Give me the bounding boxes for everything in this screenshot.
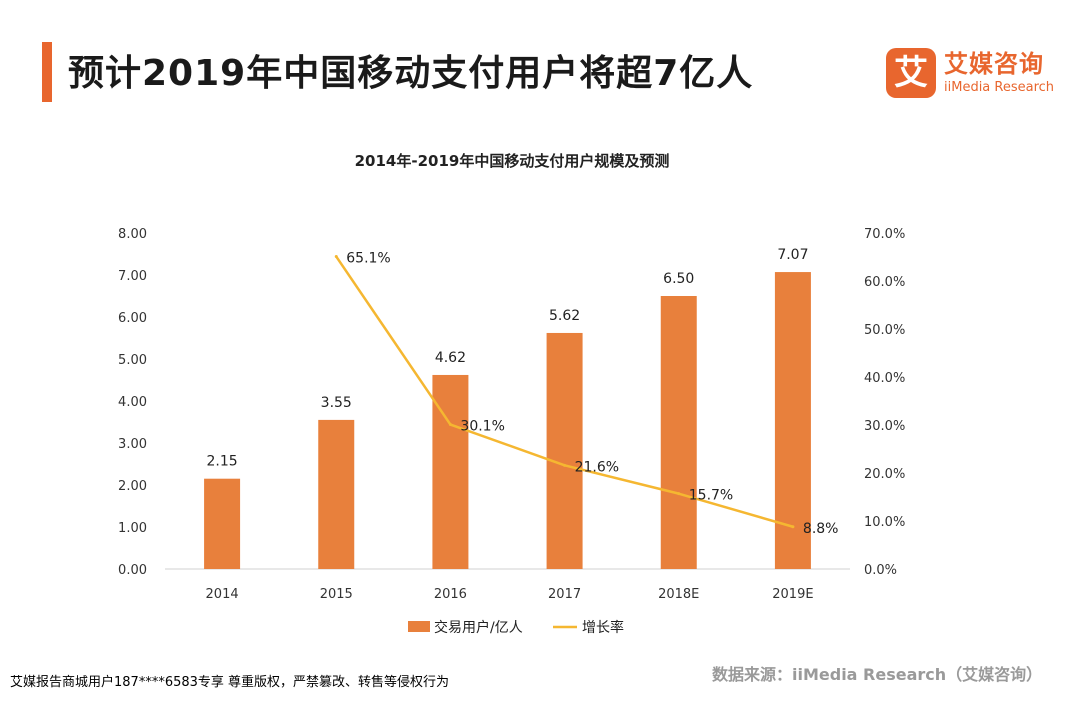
bar-value-label: 6.50 <box>663 271 694 287</box>
bar-value-label: 3.55 <box>321 395 352 411</box>
right-tick-label: 30.0% <box>864 419 905 434</box>
right-tick-label: 40.0% <box>864 371 905 386</box>
growth-rate-point <box>791 525 795 529</box>
right-tick-label: 60.0% <box>864 275 905 290</box>
logo-name-cn: 艾媒咨询 <box>944 50 1044 78</box>
logo-name-en: iiMedia Research <box>944 80 1055 95</box>
chart-legend: 交易用户/亿人 增长率 <box>408 619 624 636</box>
bar-value-label: 7.07 <box>777 247 808 263</box>
legend-bar-label: 交易用户/亿人 <box>434 619 523 636</box>
x-tick-label: 2019E <box>772 587 813 602</box>
x-tick-label: 2014 <box>206 587 239 602</box>
title-accent-bar <box>42 42 52 102</box>
x-tick-label: 2015 <box>320 587 353 602</box>
left-tick-label: 8.00 <box>118 227 147 242</box>
left-axis-ticks: 0.00 1.00 2.00 3.00 4.00 5.00 6.00 7.00 8.00 <box>118 227 147 578</box>
bar <box>318 419 355 569</box>
line-series <box>334 255 795 529</box>
page-title: 预计2019年中国移动支付用户将超7亿人 <box>68 53 754 94</box>
x-tick-label: 2017 <box>548 587 581 602</box>
line-data-labels: 65.1% 30.1% 21.6% 15.7% 8.8% <box>346 251 838 537</box>
growth-rate-point <box>677 492 681 496</box>
bar-data-labels: 2.15 3.55 4.62 5.62 6.50 7.07 <box>206 247 808 470</box>
left-tick-label: 5.00 <box>118 353 147 368</box>
right-tick-label: 50.0% <box>864 323 905 338</box>
bar <box>660 296 697 569</box>
left-tick-label: 0.00 <box>118 563 147 578</box>
footer-data-source: 数据来源：iiMedia Research（艾媒咨询） <box>712 665 1043 684</box>
right-tick-label: 20.0% <box>864 467 905 482</box>
bar-value-label: 5.62 <box>549 308 580 324</box>
brand-logo: 艾 艾媒咨询 iiMedia Research <box>886 48 1066 100</box>
right-tick-label: 0.0% <box>864 563 897 578</box>
bar <box>546 332 583 569</box>
bar-value-label: 2.15 <box>206 454 237 470</box>
x-tick-label: 2016 <box>434 587 467 602</box>
right-tick-label: 70.0% <box>864 227 905 242</box>
left-tick-label: 6.00 <box>118 311 147 326</box>
footer-copyright-note: 艾媒报告商城用户187****6583专享 尊重版权，严禁篡改、转售等侵权行为 <box>10 675 450 690</box>
legend-bar-swatch <box>408 621 430 632</box>
left-tick-label: 3.00 <box>118 437 147 452</box>
legend-line-label: 增长率 <box>582 619 624 636</box>
bar-series <box>204 272 811 569</box>
bar <box>774 272 811 569</box>
growth-rate-label: 8.8% <box>803 521 839 537</box>
left-tick-label: 4.00 <box>118 395 147 410</box>
growth-rate-point <box>334 255 338 259</box>
growth-rate-label: 21.6% <box>575 459 619 475</box>
left-tick-label: 1.00 <box>118 521 147 536</box>
growth-rate-label: 30.1% <box>460 419 504 435</box>
bar-value-label: 4.62 <box>435 350 466 366</box>
growth-rate-point <box>563 463 567 467</box>
right-axis-ticks: 0.0% 10.0% 20.0% 30.0% 40.0% 50.0% 60.0% 70.0% <box>864 227 905 578</box>
logo-mark-icon: 艾 <box>886 48 936 98</box>
right-tick-label: 10.0% <box>864 515 905 530</box>
bar <box>204 478 241 569</box>
left-tick-label: 7.00 <box>118 269 147 284</box>
growth-rate-label: 15.7% <box>689 488 733 504</box>
x-axis-ticks: 2014 2015 2016 2017 2018E 2019E <box>206 587 814 602</box>
chart-title: 2014年-2019年中国移动支付用户规模及预测 <box>355 152 670 170</box>
growth-rate-point <box>448 423 452 427</box>
growth-rate-label: 65.1% <box>346 251 390 267</box>
left-tick-label: 2.00 <box>118 479 147 494</box>
x-tick-label: 2018E <box>658 587 699 602</box>
